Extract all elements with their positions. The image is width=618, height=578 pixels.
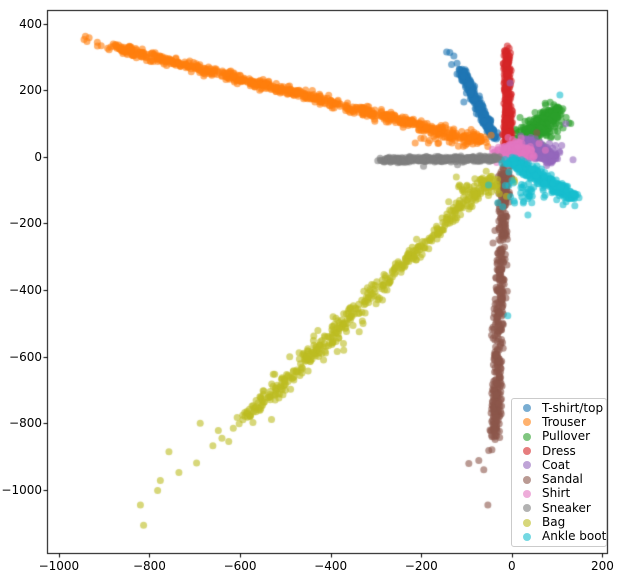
x-tick-label: −1000 (38, 559, 80, 573)
legend-label: Dress (542, 443, 576, 458)
legend-marker-icon (523, 518, 531, 527)
legend-marker-icon (523, 504, 531, 513)
legend-item: Dress (512, 443, 606, 458)
legend-marker-icon (523, 489, 531, 498)
legend-label: Bag (542, 515, 566, 530)
y-tick-label: −800 (9, 416, 42, 431)
legend-item: Coat (512, 457, 606, 472)
legend-item: Shirt (512, 487, 606, 500)
legend-label: Ankle boot (542, 529, 607, 544)
legend-marker-icon (523, 475, 531, 484)
legend-label: Shirt (542, 486, 571, 501)
legend-item: Ankle boot (512, 530, 606, 543)
x-tick-label: −400 (314, 559, 348, 573)
legend-label: T-shirt/top (542, 400, 604, 415)
legend-label: Trouser (542, 414, 586, 429)
y-tick-label: 200 (19, 83, 42, 98)
y-tick-label: 0 (34, 149, 42, 164)
legend-label: Sneaker (542, 500, 591, 515)
legend-label: Coat (542, 457, 570, 472)
legend-marker-icon (523, 418, 531, 427)
legend-item: Sandal (512, 473, 606, 486)
x-tick-label: −800 (132, 559, 166, 573)
x-tick-label: 0 (508, 559, 516, 573)
legend-item: Trouser (512, 414, 606, 429)
legend-item: Pullover (512, 430, 606, 443)
legend: T-shirt/top Trouser Pullover Dress Coat Sanda… (511, 398, 607, 547)
legend-marker-icon (523, 447, 531, 456)
y-tick-label: −200 (9, 216, 42, 231)
y-tick-label: 400 (19, 16, 42, 31)
y-tick-label: −400 (9, 282, 42, 297)
y-tick-label: −600 (9, 349, 42, 364)
legend-label: Sandal (542, 472, 583, 487)
x-tick-label: −200 (404, 559, 438, 573)
legend-marker-icon (523, 432, 531, 441)
legend-item: Bag (512, 516, 606, 529)
legend-marker-icon (523, 404, 531, 413)
legend-item: T-shirt/top (512, 400, 606, 415)
y-tick-label: −1000 (1, 482, 42, 497)
legend-marker-icon (523, 532, 531, 541)
legend-item: Sneaker (512, 500, 606, 515)
x-tick-label: −600 (223, 559, 257, 573)
legend-label: Pullover (542, 429, 591, 444)
legend-marker-icon (523, 461, 531, 470)
x-tick-label: 200 (591, 559, 614, 573)
